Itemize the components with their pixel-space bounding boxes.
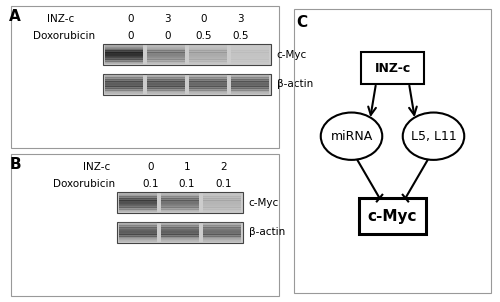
- Text: 0.1: 0.1: [215, 178, 232, 188]
- Text: L5, L11: L5, L11: [410, 130, 457, 143]
- Text: β-actin: β-actin: [248, 227, 285, 237]
- Text: 0: 0: [128, 14, 134, 24]
- Text: β-actin: β-actin: [276, 79, 313, 89]
- Text: Doxorubicin: Doxorubicin: [52, 178, 114, 188]
- Bar: [103, 44, 271, 65]
- Text: 0: 0: [148, 162, 154, 172]
- Text: 0: 0: [128, 31, 134, 40]
- Text: 0.1: 0.1: [179, 178, 196, 188]
- Text: 0.5: 0.5: [232, 31, 248, 40]
- FancyBboxPatch shape: [360, 52, 424, 84]
- Text: c-Myc: c-Myc: [248, 198, 279, 208]
- Text: INZ-c: INZ-c: [374, 62, 410, 75]
- Text: miRNA: miRNA: [330, 130, 372, 143]
- Ellipse shape: [403, 113, 464, 160]
- Text: 0: 0: [164, 31, 170, 40]
- Text: B: B: [9, 157, 21, 172]
- Bar: [117, 192, 243, 213]
- Text: INZ-c: INZ-c: [84, 162, 110, 172]
- Text: 3: 3: [164, 14, 170, 24]
- Text: 0.1: 0.1: [142, 178, 159, 188]
- Text: c-Myc: c-Myc: [368, 209, 417, 223]
- Text: Doxorubicin: Doxorubicin: [33, 31, 95, 40]
- Text: INZ-c: INZ-c: [47, 14, 74, 24]
- Text: 0.5: 0.5: [196, 31, 212, 40]
- Bar: [103, 74, 271, 95]
- Text: C: C: [296, 15, 308, 30]
- Bar: [117, 222, 243, 243]
- Text: A: A: [9, 9, 21, 24]
- Text: 0: 0: [200, 14, 207, 24]
- Text: 3: 3: [237, 14, 244, 24]
- Text: c-Myc: c-Myc: [276, 50, 307, 60]
- Text: 1: 1: [184, 162, 190, 172]
- FancyBboxPatch shape: [358, 198, 426, 234]
- Text: 2: 2: [220, 162, 226, 172]
- Ellipse shape: [321, 113, 382, 160]
